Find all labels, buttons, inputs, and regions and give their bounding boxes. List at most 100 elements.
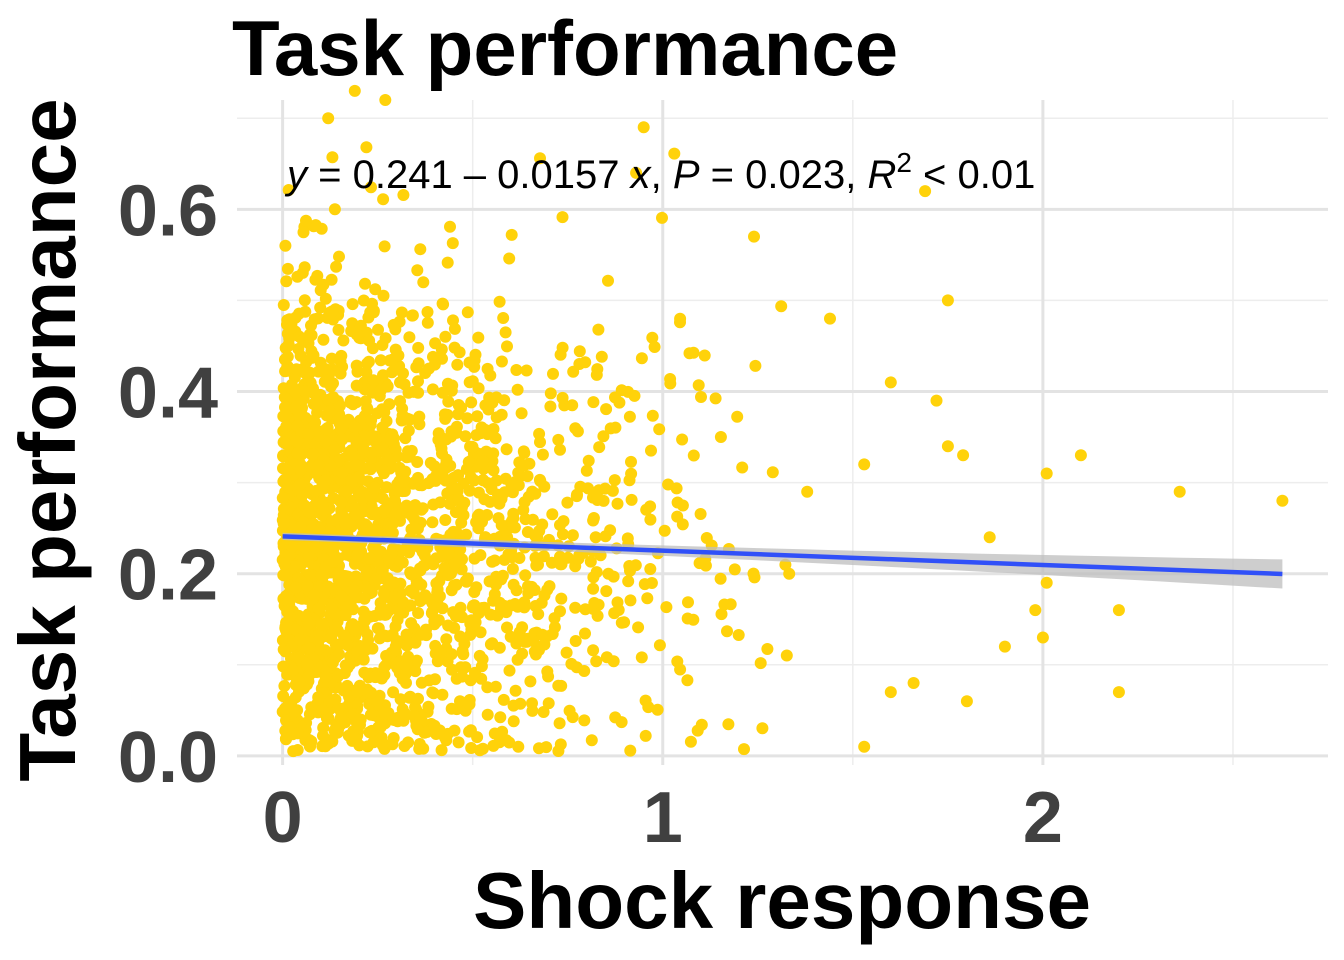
data-point (463, 484, 476, 497)
data-point (587, 644, 600, 657)
data-point (474, 626, 487, 639)
data-point (553, 717, 566, 730)
data-point (391, 613, 404, 626)
data-point (403, 413, 416, 426)
data-point (554, 443, 566, 456)
data-point (325, 602, 338, 614)
data-point (278, 557, 291, 570)
data-point (436, 386, 449, 399)
data-point (302, 506, 315, 519)
data-point (298, 541, 311, 554)
data-point (365, 181, 377, 194)
data-point (608, 474, 621, 487)
data-point (312, 634, 325, 647)
data-point (579, 627, 591, 640)
data-point (615, 716, 628, 729)
data-point (683, 347, 696, 360)
data-point (365, 686, 378, 699)
data-point (339, 517, 352, 530)
annot-x-symbol: x (629, 153, 653, 197)
data-point (715, 608, 728, 621)
data-point (290, 363, 303, 376)
annot-p-symbol: P (673, 153, 700, 197)
scatter-points (276, 84, 1289, 758)
data-point (930, 394, 943, 407)
data-point (317, 503, 330, 516)
data-point (409, 500, 422, 513)
data-point (544, 387, 557, 400)
data-point (365, 414, 378, 427)
data-point (378, 707, 391, 720)
data-point (495, 492, 508, 505)
data-point (397, 596, 410, 609)
data-point (463, 376, 476, 389)
data-point (529, 648, 542, 661)
data-point (399, 707, 411, 720)
data-point (780, 649, 793, 662)
data-point (572, 552, 585, 565)
data-point (461, 306, 474, 319)
data-point (748, 230, 760, 243)
data-point (493, 596, 506, 609)
y-axis-tick-labels: 0.0 0.2 0.4 0.6 (118, 171, 218, 798)
data-point (476, 742, 489, 755)
data-point (346, 298, 359, 311)
data-point (340, 548, 353, 561)
data-point (651, 703, 664, 716)
data-point (590, 655, 603, 668)
data-point (656, 211, 668, 224)
data-point (501, 621, 513, 634)
data-point (412, 607, 425, 619)
data-point (441, 256, 454, 269)
data-point (573, 358, 586, 370)
data-point (361, 357, 374, 370)
data-point (587, 582, 600, 595)
data-point (350, 379, 363, 392)
data-point (692, 379, 705, 392)
y-axis-title: Task performance (3, 98, 92, 781)
data-point (445, 702, 458, 715)
data-point (484, 608, 497, 621)
data-point (960, 695, 973, 708)
data-point (459, 661, 472, 674)
data-point (377, 289, 390, 302)
data-point (660, 601, 673, 614)
data-point (314, 284, 327, 297)
data-point (452, 736, 465, 749)
data-point (488, 727, 501, 740)
data-point (566, 529, 579, 542)
data-point (386, 526, 399, 539)
data-point (350, 459, 362, 472)
data-point (714, 572, 727, 585)
data-point (439, 514, 452, 526)
data-point (584, 555, 597, 568)
data-point (364, 708, 377, 721)
data-point (545, 556, 558, 569)
data-point (588, 597, 601, 609)
data-point (328, 444, 341, 457)
data-point (281, 605, 294, 618)
data-point (533, 427, 546, 440)
annot-r-value: < 0.01 (912, 153, 1035, 197)
data-point (334, 422, 347, 435)
data-point (456, 611, 468, 624)
data-point (290, 435, 303, 448)
data-point (405, 617, 418, 630)
data-point (359, 395, 372, 408)
data-point (326, 656, 339, 669)
data-point (291, 447, 304, 459)
data-point (714, 431, 727, 443)
data-point (570, 661, 583, 674)
data-point (470, 581, 483, 594)
data-point (279, 702, 291, 715)
data-point (449, 506, 462, 519)
data-point (645, 444, 657, 457)
data-point (280, 275, 293, 288)
data-point (427, 350, 439, 363)
annot-r-symbol: R (867, 153, 896, 197)
data-point (277, 299, 290, 311)
data-point (377, 193, 390, 206)
data-point (486, 396, 499, 409)
data-point (462, 456, 475, 468)
data-point (557, 515, 570, 528)
